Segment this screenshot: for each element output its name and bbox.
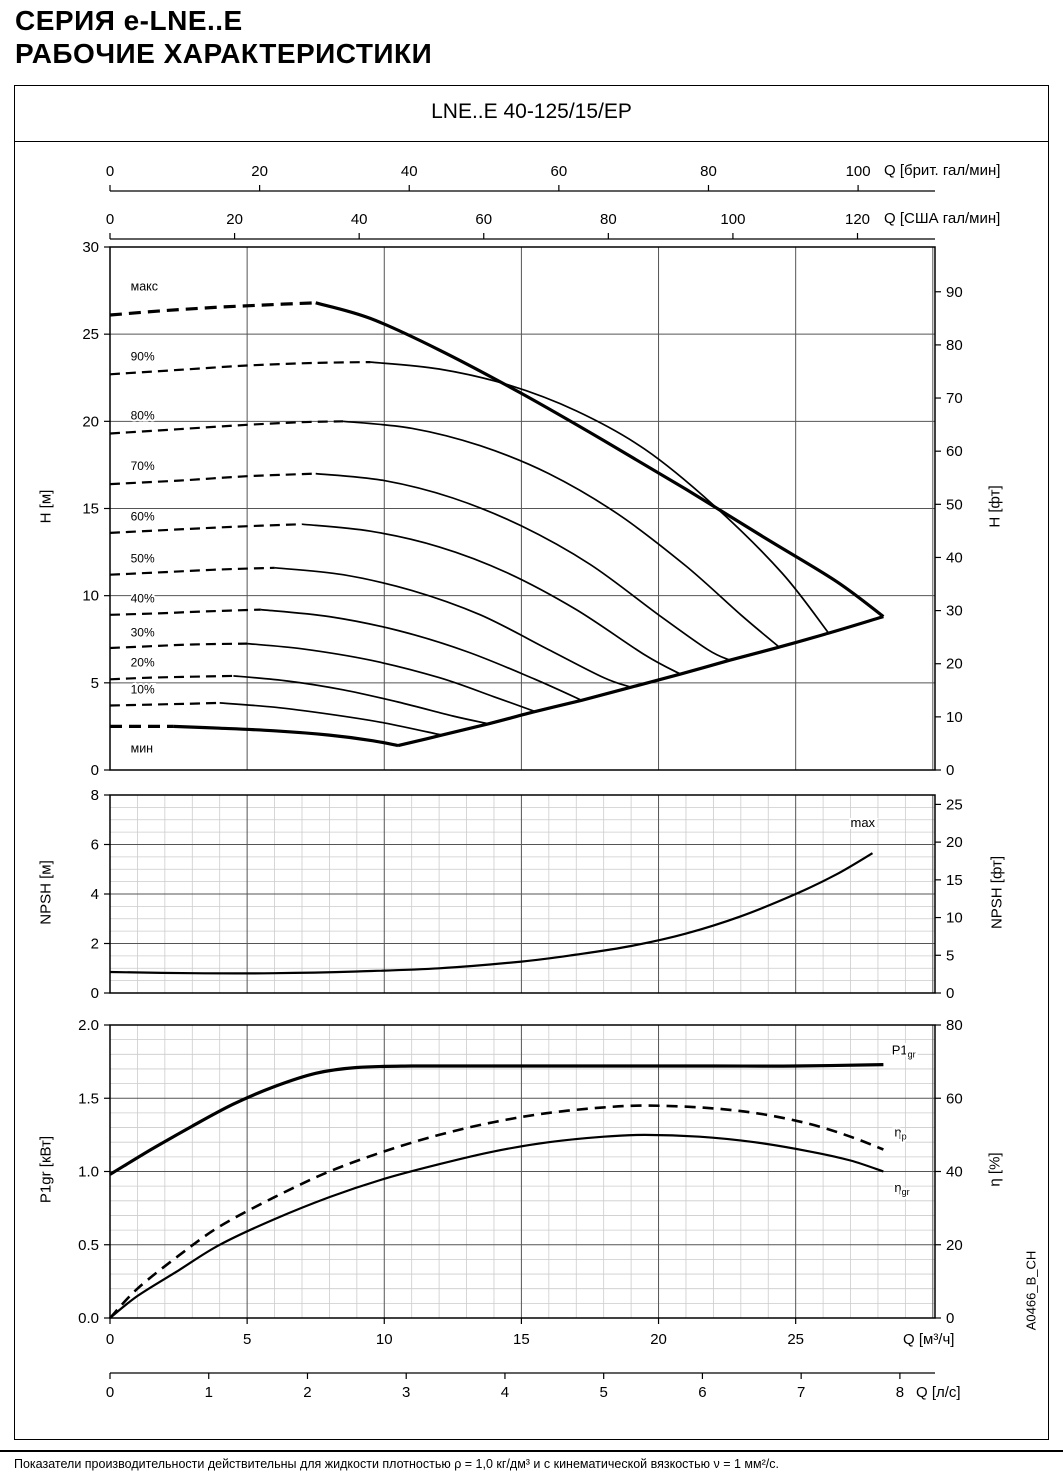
power-ylabel-left: P1gr [кВт] xyxy=(37,1135,55,1204)
chart-title: LNE..E 40-125/15/EP xyxy=(431,100,632,123)
footer-note: Показатели производительности действител… xyxy=(14,1457,779,1471)
watermark: A0466_B_CH xyxy=(1023,1250,1039,1331)
head-ylabel-right: H [фт] xyxy=(986,485,1004,528)
series-title: СЕРИЯ e-LNE..E xyxy=(15,5,243,36)
npsh-ylabel-right: NPSH [фт] xyxy=(988,855,1006,930)
head-ylabel-left: H [м] xyxy=(37,489,55,524)
power-ylabel-right: η [%] xyxy=(986,1152,1004,1187)
title-separator xyxy=(15,141,1048,142)
unit-label-m3h: Q [м³/ч] xyxy=(903,1331,955,1348)
unit-label-imp-gpm: Q [брит. гал/мин] xyxy=(884,162,1001,179)
chart-frame: LNE..E 40-125/15/EP xyxy=(14,85,1049,1440)
footer-divider xyxy=(0,1450,1063,1452)
unit-label-us-gpm: Q [США гал/мин] xyxy=(884,210,1001,227)
page-header: СЕРИЯ e-LNE..E РАБОЧИЕ ХАРАКТЕРИСТИКИ xyxy=(15,4,432,70)
page-subtitle: РАБОЧИЕ ХАРАКТЕРИСТИКИ xyxy=(15,38,433,69)
unit-label-ls: Q [л/с] xyxy=(916,1384,961,1401)
npsh-ylabel-left: NPSH [м] xyxy=(37,860,55,925)
